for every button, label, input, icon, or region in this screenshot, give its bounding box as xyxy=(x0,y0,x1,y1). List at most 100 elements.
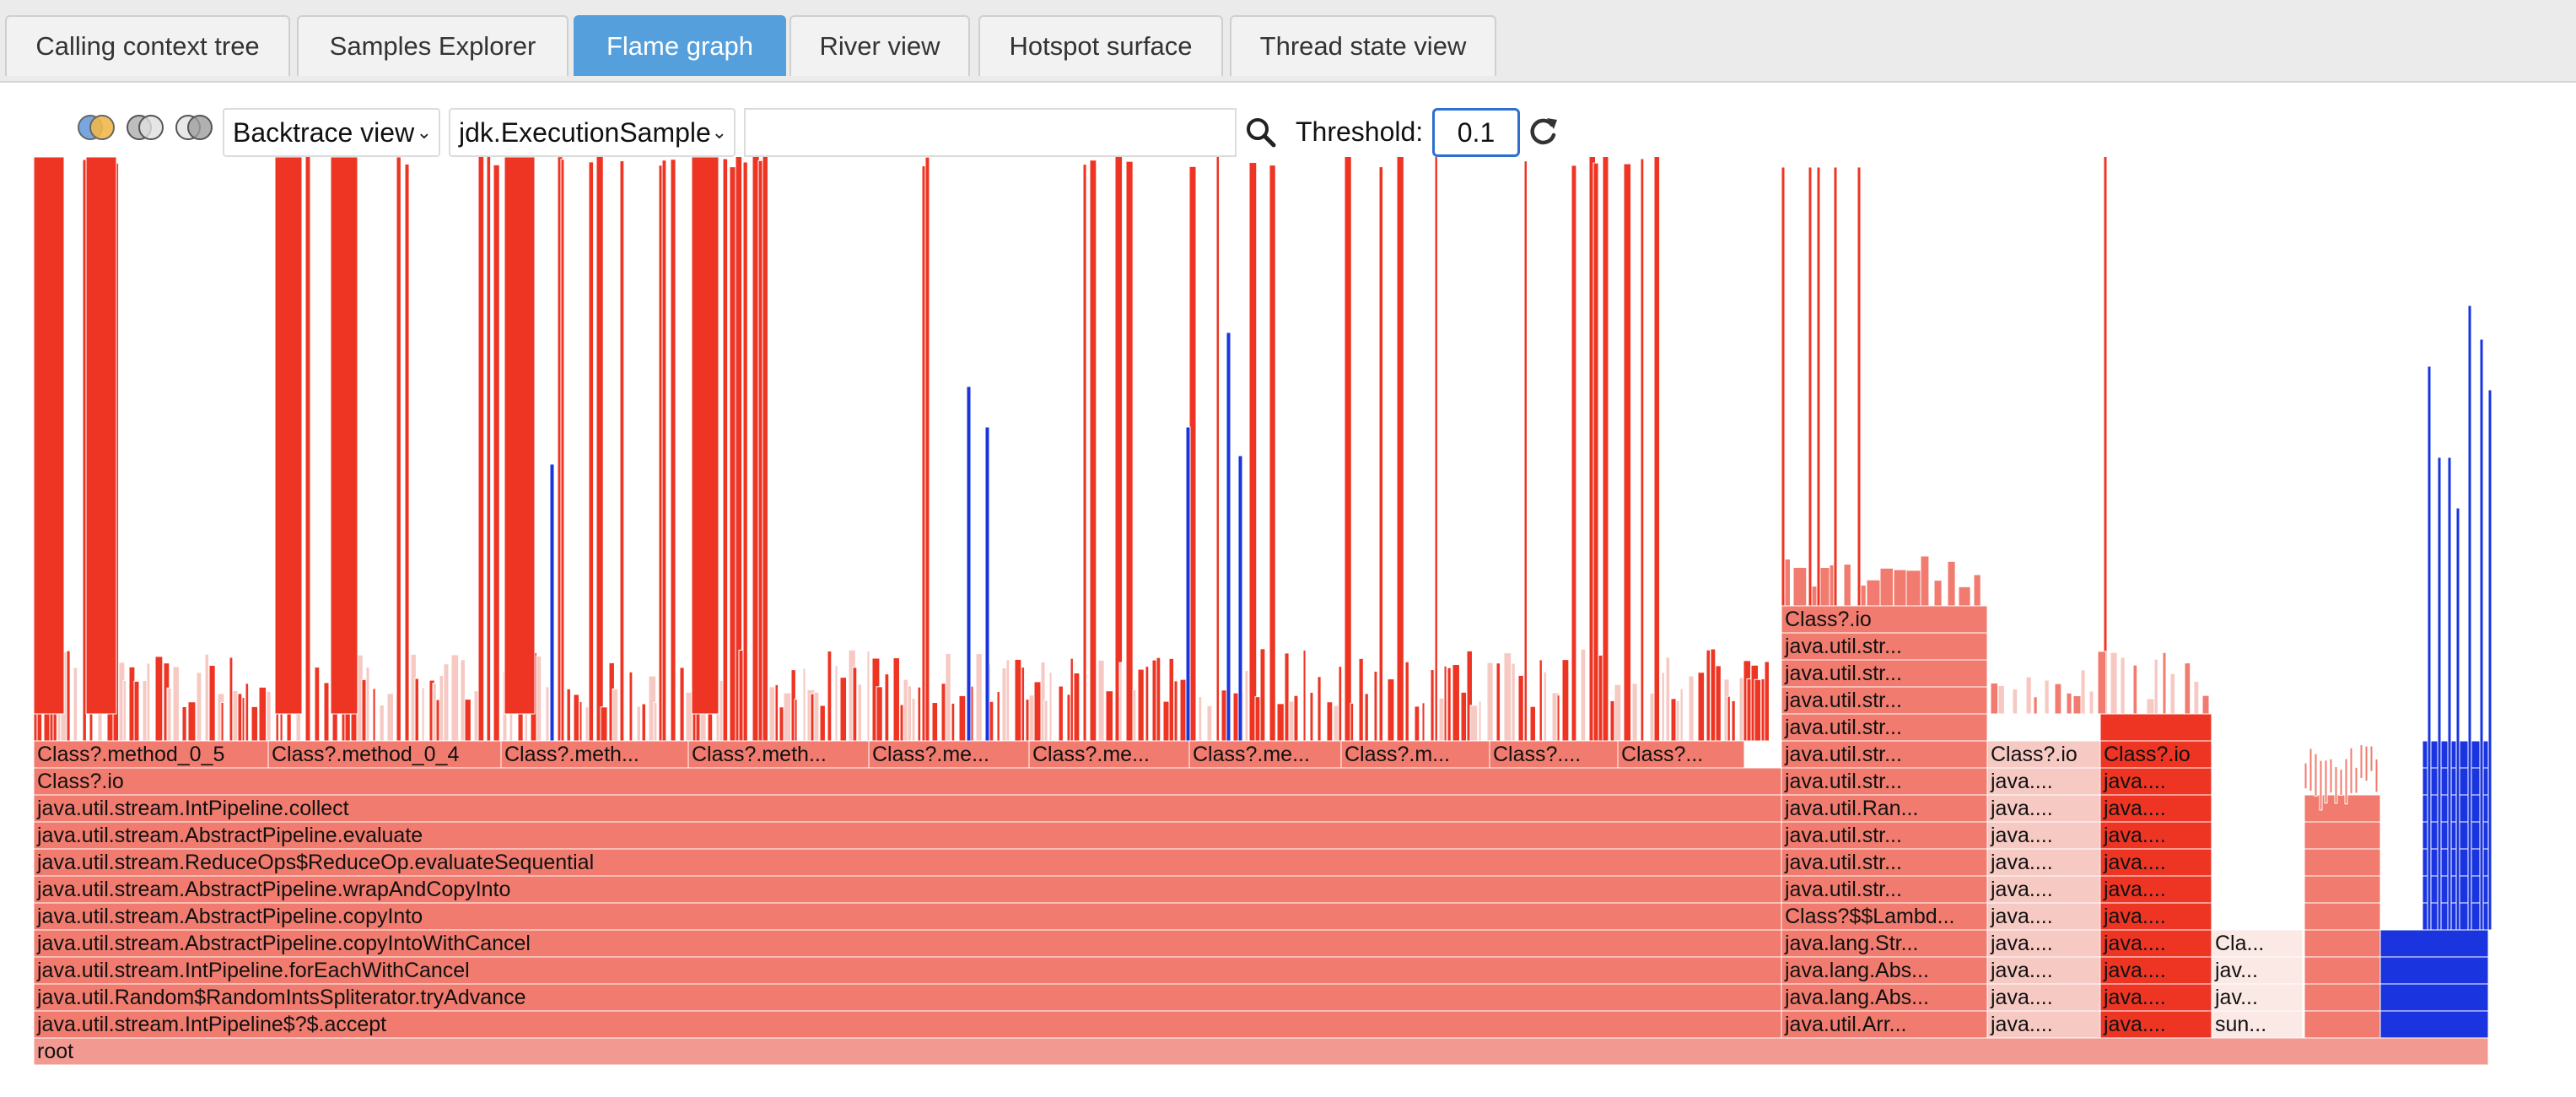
flame-frame[interactable] xyxy=(34,1010,1782,1039)
flame-frame-spike[interactable] xyxy=(661,159,667,742)
flame-frame-spike[interactable] xyxy=(924,157,930,742)
flame-frame-spike[interactable] xyxy=(1232,692,1239,742)
flame-frame-spike[interactable] xyxy=(365,667,370,742)
flame-frame[interactable] xyxy=(2099,983,2212,1012)
flame-frame-spike[interactable] xyxy=(1421,702,1425,742)
flame-frame-spike[interactable] xyxy=(579,700,583,742)
flame-frame-spike[interactable] xyxy=(421,687,425,742)
flame-frame-spike[interactable] xyxy=(1781,166,1786,607)
flame-frame-spike[interactable] xyxy=(1118,662,1123,742)
flame-frame-spike[interactable] xyxy=(1058,685,1064,742)
flame-frame-spike[interactable] xyxy=(2184,662,2191,715)
flame-frame-spike[interactable] xyxy=(1344,157,1352,742)
flame-frame-spike[interactable] xyxy=(560,159,565,742)
flame-frame-spike[interactable] xyxy=(1438,697,1445,742)
flame-frame-spike[interactable] xyxy=(2319,759,2323,811)
flame-frame-spike[interactable] xyxy=(208,665,216,742)
flame-frame[interactable] xyxy=(2099,929,2212,958)
flame-frame-spike[interactable] xyxy=(1132,689,1137,742)
flame-frame-spike[interactable] xyxy=(85,157,117,715)
flame-frame-blue[interactable] xyxy=(2422,875,2489,904)
flame-frame-spike[interactable] xyxy=(1156,657,1161,742)
flame-frame-spike[interactable] xyxy=(2132,664,2138,715)
flame-frame[interactable] xyxy=(1986,767,2101,796)
flame-frame[interactable] xyxy=(2099,956,2212,985)
flame-frame-spike[interactable] xyxy=(1958,586,1971,607)
flame-frame[interactable] xyxy=(1986,794,2101,823)
flame-frame-spike[interactable] xyxy=(1478,700,1482,742)
tab-calling-context-tree[interactable]: Calling context tree xyxy=(5,15,290,76)
flame-frame-spike[interactable] xyxy=(1631,683,1638,742)
flame-frame[interactable] xyxy=(2099,875,2212,904)
flame-frame-spike[interactable] xyxy=(1125,160,1134,742)
flame-frame-spike[interactable] xyxy=(2054,683,2062,715)
flame-frame-spike[interactable] xyxy=(975,653,983,742)
flame-frame-spike[interactable] xyxy=(414,678,420,742)
flame-frame-spike[interactable] xyxy=(1746,678,1752,742)
flame-frame-spike[interactable] xyxy=(2374,758,2379,793)
flame-frame-spike[interactable] xyxy=(907,685,913,742)
flame-frame-spike[interactable] xyxy=(386,693,394,742)
flame-frame[interactable] xyxy=(1781,686,1988,715)
flame-frame-spike[interactable] xyxy=(2314,753,2318,797)
flame-frame-spike[interactable] xyxy=(1539,659,1543,742)
flame-frame-blue[interactable] xyxy=(1237,455,1243,742)
flame-frame-spike[interactable] xyxy=(866,651,870,742)
flame-frame-spike[interactable] xyxy=(2146,698,2155,715)
flame-frame-spike[interactable] xyxy=(1005,659,1010,742)
flame-frame-blue[interactable] xyxy=(2467,305,2472,931)
flame-frame-spike[interactable] xyxy=(1990,682,1999,715)
flame-frame-spike[interactable] xyxy=(1710,648,1716,742)
flame-frame-spike[interactable] xyxy=(1973,574,1981,607)
flame-frame[interactable] xyxy=(2304,929,2381,958)
flame-frame-spike[interactable] xyxy=(1293,694,1299,742)
flame-frame[interactable] xyxy=(1781,659,1988,688)
flame-frame-spike[interactable] xyxy=(619,160,625,742)
flame-frame-spike[interactable] xyxy=(762,157,768,742)
flame-frame-blue[interactable] xyxy=(2447,457,2452,931)
flame-frame-blue[interactable] xyxy=(966,386,972,742)
flame-frame[interactable] xyxy=(2304,821,2381,850)
flame-frame-spike[interactable] xyxy=(945,652,951,742)
flame-frame-spike[interactable] xyxy=(1933,580,1943,607)
flame-frame[interactable] xyxy=(1781,605,1988,634)
flame-frame-spike[interactable] xyxy=(1653,157,1661,742)
flame-frame-spike[interactable] xyxy=(274,157,303,715)
flame-frame-spike[interactable] xyxy=(1145,666,1150,742)
flame-frame-spike[interactable] xyxy=(1592,162,1599,742)
flame-frame-method[interactable] xyxy=(1489,740,1619,769)
flame-frame-spike[interactable] xyxy=(917,686,922,742)
flame-frame-spike[interactable] xyxy=(1089,159,1097,742)
flame-frame-spike[interactable] xyxy=(2103,157,2108,715)
flame-frame-spike[interactable] xyxy=(1715,665,1722,742)
flame-frame-spike[interactable] xyxy=(464,699,472,742)
flame-frame-spike[interactable] xyxy=(2153,658,2158,715)
flame-frame-spike[interactable] xyxy=(1697,672,1706,742)
flame-frame-spike[interactable] xyxy=(232,689,239,742)
flame-frame-blue[interactable] xyxy=(2422,794,2489,823)
flame-frame-spike[interactable] xyxy=(566,688,571,742)
flame-frame-spike[interactable] xyxy=(2162,651,2167,715)
flame-frame-blue[interactable] xyxy=(2422,767,2489,796)
flame-frame-spike[interactable] xyxy=(1866,579,1883,607)
flame-frame-spike[interactable] xyxy=(1358,657,1364,742)
flame-frame-spike[interactable] xyxy=(34,157,65,715)
flame-frame-spike[interactable] xyxy=(1602,157,1609,742)
flame-frame-root[interactable] xyxy=(34,1037,2489,1066)
flame-frame-spike[interactable] xyxy=(477,157,485,742)
flame-frame-spike[interactable] xyxy=(1571,165,1577,742)
flame-frame-spike[interactable] xyxy=(379,705,385,742)
flame-frame[interactable] xyxy=(1781,713,1988,742)
flame-frame[interactable] xyxy=(1986,1010,2101,1039)
flame-frame-spike[interactable] xyxy=(1276,703,1285,742)
flame-frame-spike[interactable] xyxy=(588,161,595,742)
flame-frame-spike[interactable] xyxy=(1404,661,1409,742)
tab-flame-graph[interactable]: Flame graph xyxy=(574,15,786,76)
flame-frame-spike[interactable] xyxy=(133,680,140,742)
flame-frame-spike[interactable] xyxy=(2359,743,2363,779)
flame-frame[interactable] xyxy=(1986,929,2101,958)
flame-frame-spike[interactable] xyxy=(314,667,321,742)
flame-frame-spike[interactable] xyxy=(1792,566,1808,607)
flame-frame-spike[interactable] xyxy=(187,701,197,742)
flame-frame-spike[interactable] xyxy=(1254,696,1261,742)
